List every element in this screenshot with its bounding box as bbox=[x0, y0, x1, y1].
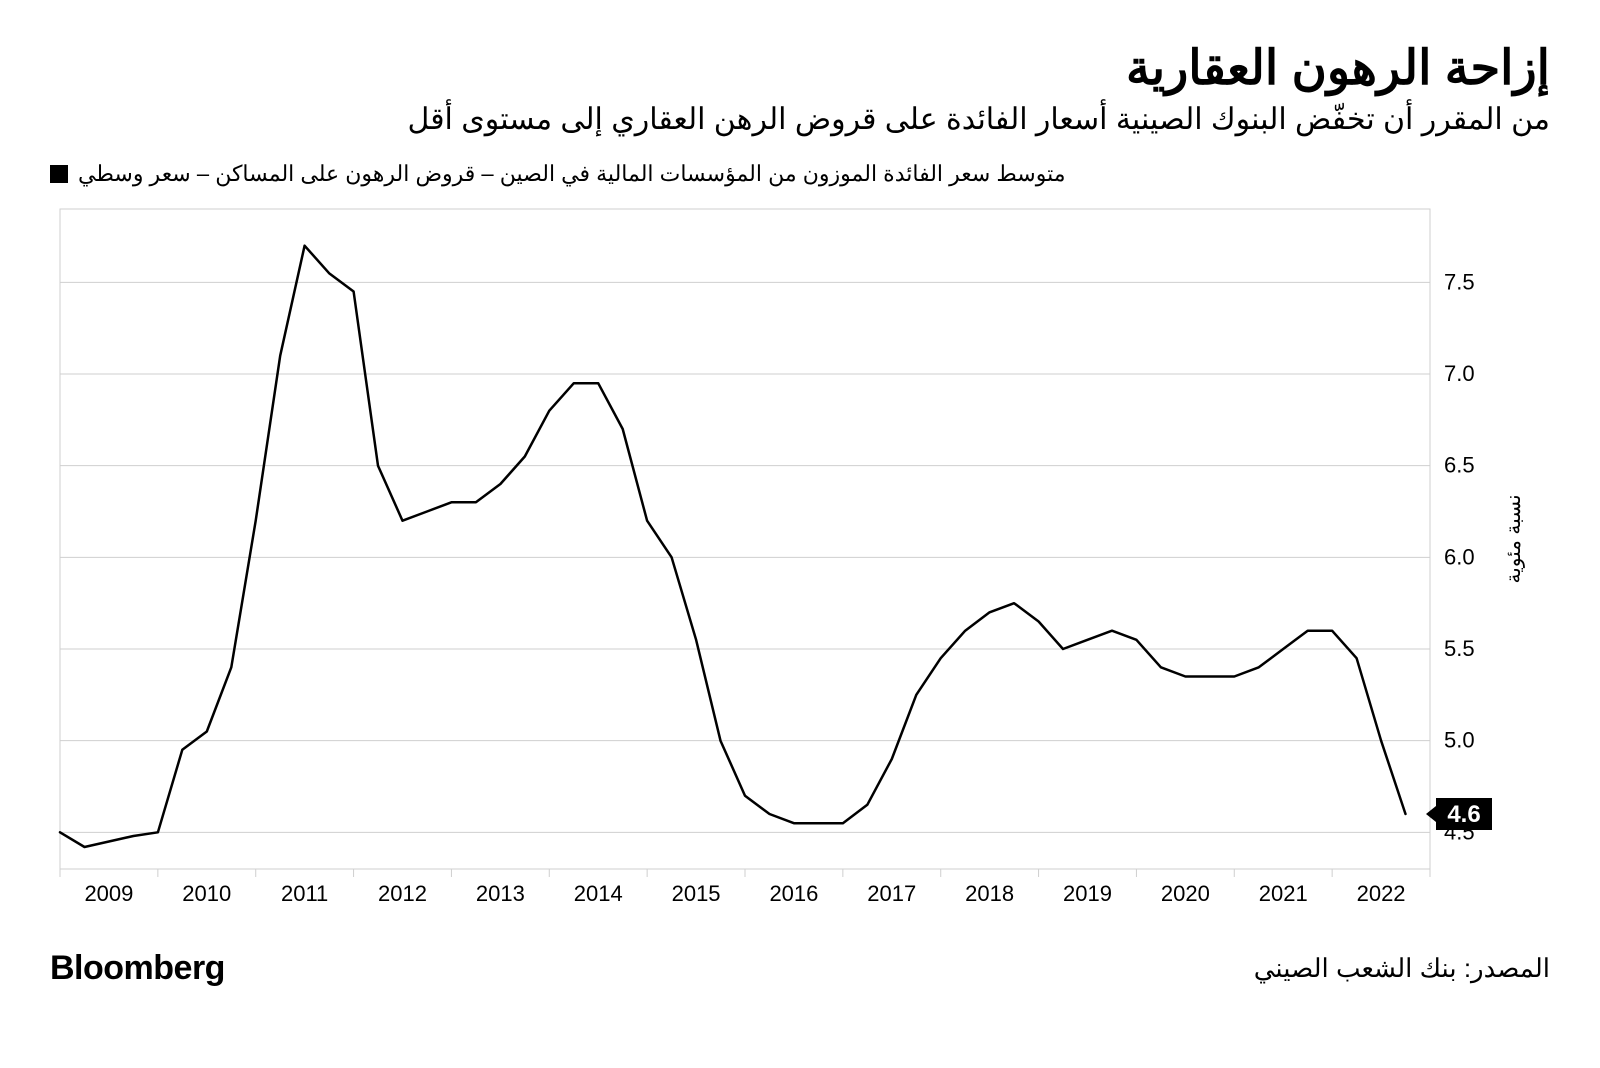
y-tick-label: 7.5 bbox=[1444, 269, 1475, 294]
chart-title: إزاحة الرهون العقارية bbox=[50, 40, 1550, 96]
x-tick-label: 2015 bbox=[672, 881, 721, 906]
x-tick-label: 2017 bbox=[867, 881, 916, 906]
x-tick-label: 2011 bbox=[281, 881, 328, 906]
legend-swatch bbox=[50, 165, 68, 183]
line-chart: 4.55.05.56.06.57.07.52009201020112012201… bbox=[50, 199, 1550, 919]
y-tick-label: 7.0 bbox=[1444, 361, 1475, 386]
x-tick-label: 2021 bbox=[1259, 881, 1308, 906]
x-tick-label: 2014 bbox=[574, 881, 623, 906]
x-tick-label: 2020 bbox=[1161, 881, 1210, 906]
x-tick-label: 2018 bbox=[965, 881, 1014, 906]
y-tick-label: 6.0 bbox=[1444, 544, 1475, 569]
legend-label: متوسط سعر الفائدة الموزون من المؤسسات ال… bbox=[78, 161, 1066, 187]
y-axis-title: نسبة مئوية bbox=[1503, 494, 1525, 583]
x-tick-label: 2022 bbox=[1357, 881, 1406, 906]
x-tick-label: 2010 bbox=[182, 881, 231, 906]
callout-value: 4.6 bbox=[1447, 801, 1480, 828]
source-text: المصدر: بنك الشعب الصيني bbox=[1254, 953, 1550, 984]
brand-logo: Bloomberg bbox=[50, 949, 225, 988]
y-tick-label: 5.5 bbox=[1444, 636, 1475, 661]
x-tick-label: 2019 bbox=[1063, 881, 1112, 906]
x-tick-label: 2012 bbox=[378, 881, 427, 906]
x-tick-label: 2013 bbox=[476, 881, 525, 906]
y-tick-label: 5.0 bbox=[1444, 728, 1475, 753]
y-tick-label: 6.5 bbox=[1444, 453, 1475, 478]
chart-svg: 4.55.05.56.06.57.07.52009201020112012201… bbox=[50, 199, 1550, 919]
x-tick-label: 2016 bbox=[769, 881, 818, 906]
chart-subtitle: من المقرر أن تخفّض البنوك الصينية أسعار … bbox=[50, 102, 1550, 137]
x-tick-label: 2009 bbox=[84, 881, 133, 906]
chart-legend: متوسط سعر الفائدة الموزون من المؤسسات ال… bbox=[50, 161, 1550, 187]
